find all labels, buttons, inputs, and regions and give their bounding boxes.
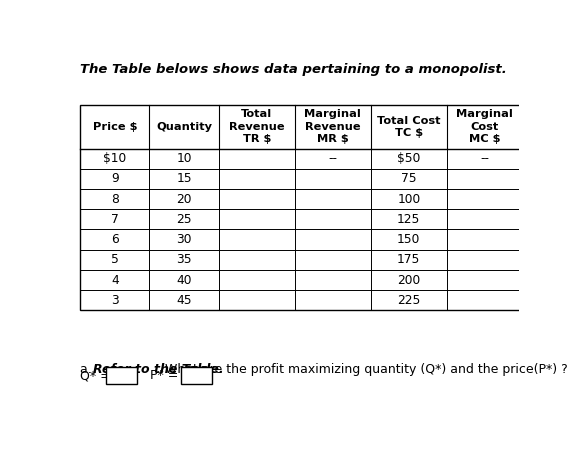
Text: Total Cost
TC $: Total Cost TC $ xyxy=(377,116,441,138)
Text: 175: 175 xyxy=(397,253,421,266)
Text: 75: 75 xyxy=(401,173,417,185)
Text: 9: 9 xyxy=(111,173,119,185)
Text: $50: $50 xyxy=(397,152,421,165)
Text: 8: 8 xyxy=(111,193,119,206)
Text: 6: 6 xyxy=(111,233,119,246)
Text: --: -- xyxy=(328,152,338,165)
Text: P* = $: P* = $ xyxy=(151,369,191,382)
Text: 25: 25 xyxy=(177,213,192,226)
Text: 125: 125 xyxy=(397,213,421,226)
Bar xyxy=(80,105,523,310)
Text: 40: 40 xyxy=(177,274,192,287)
Text: 7: 7 xyxy=(111,213,119,226)
Text: Price $: Price $ xyxy=(92,122,137,132)
Text: Q* =: Q* = xyxy=(80,369,111,382)
Text: 30: 30 xyxy=(177,233,192,246)
Text: Marginal
Revenue
MR $: Marginal Revenue MR $ xyxy=(305,109,361,144)
Text: What are the profit maximizing quantity (Q*) and the price(P*) ?: What are the profit maximizing quantity … xyxy=(160,363,567,376)
Text: Total
Revenue
TR $: Total Revenue TR $ xyxy=(229,109,284,144)
Text: 150: 150 xyxy=(397,233,421,246)
Text: 225: 225 xyxy=(397,294,421,307)
Text: Refer to the Table.: Refer to the Table. xyxy=(93,363,223,376)
Text: 5: 5 xyxy=(111,253,119,266)
Text: a.: a. xyxy=(80,363,96,376)
Text: 45: 45 xyxy=(177,294,192,307)
Text: 100: 100 xyxy=(397,193,421,206)
Text: 15: 15 xyxy=(177,173,192,185)
Text: Quantity: Quantity xyxy=(156,122,212,132)
Text: 3: 3 xyxy=(111,294,119,307)
Text: 200: 200 xyxy=(397,274,421,287)
Text: 10: 10 xyxy=(177,152,192,165)
Bar xyxy=(106,367,137,384)
Text: The Table belows shows data pertaining to a monopolist.: The Table belows shows data pertaining t… xyxy=(80,63,507,76)
Text: $10: $10 xyxy=(103,152,126,165)
Text: --: -- xyxy=(481,152,489,165)
Text: Marginal
Cost
MC $: Marginal Cost MC $ xyxy=(456,109,514,144)
Text: 4: 4 xyxy=(111,274,119,287)
Text: 20: 20 xyxy=(177,193,192,206)
Bar xyxy=(181,367,212,384)
Text: 35: 35 xyxy=(177,253,192,266)
